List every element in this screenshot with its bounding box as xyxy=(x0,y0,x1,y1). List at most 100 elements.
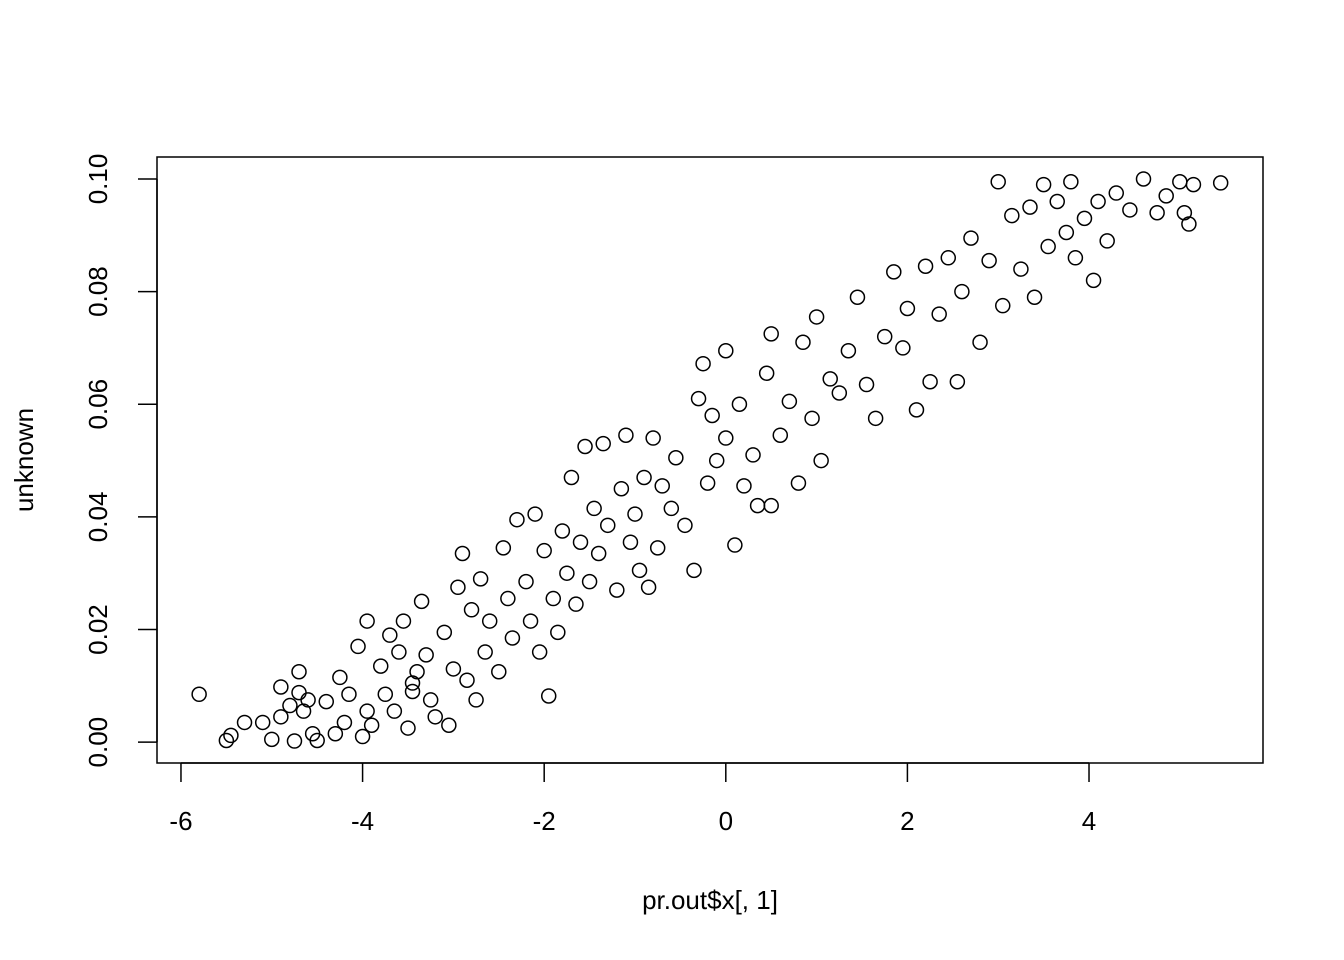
point xyxy=(400,720,416,736)
point xyxy=(1090,193,1106,210)
point xyxy=(264,731,280,748)
point xyxy=(595,435,611,452)
point xyxy=(990,174,1006,190)
point xyxy=(781,393,798,410)
point xyxy=(1013,261,1029,277)
point xyxy=(708,452,725,469)
point xyxy=(354,728,371,745)
point xyxy=(441,717,457,734)
point xyxy=(495,540,512,556)
point xyxy=(545,590,562,607)
point xyxy=(649,540,666,556)
point xyxy=(327,725,344,742)
point xyxy=(1176,205,1193,221)
y-tick-label: 0.02 xyxy=(83,604,113,655)
point xyxy=(504,630,521,646)
point xyxy=(677,517,693,534)
point xyxy=(422,692,439,708)
point xyxy=(1135,171,1152,187)
point xyxy=(668,449,684,466)
point xyxy=(463,602,480,618)
point xyxy=(718,342,734,359)
point xyxy=(413,593,430,610)
point xyxy=(718,430,734,446)
point xyxy=(849,289,866,305)
point xyxy=(749,497,766,514)
point xyxy=(600,517,616,534)
point xyxy=(1181,216,1197,232)
y-tick-label: 0.04 xyxy=(83,492,113,543)
point xyxy=(908,402,925,418)
point xyxy=(1076,210,1093,227)
point xyxy=(350,638,366,655)
point xyxy=(654,478,670,494)
point xyxy=(468,692,484,708)
point xyxy=(963,230,979,246)
point xyxy=(727,537,743,553)
point xyxy=(1212,175,1229,191)
point xyxy=(949,373,966,390)
point xyxy=(645,430,661,446)
point xyxy=(736,478,752,494)
x-tick-label: -6 xyxy=(169,806,192,836)
point xyxy=(886,264,902,280)
point xyxy=(895,340,911,356)
point xyxy=(972,334,988,351)
point xyxy=(609,582,625,598)
point xyxy=(808,309,825,325)
point xyxy=(445,661,462,677)
point xyxy=(1063,174,1079,190)
point xyxy=(695,355,711,372)
point xyxy=(318,693,335,710)
point xyxy=(254,714,271,731)
point xyxy=(404,683,421,700)
point xyxy=(1149,205,1165,221)
point xyxy=(563,469,580,486)
point xyxy=(359,703,375,719)
point xyxy=(450,579,466,596)
point xyxy=(436,624,453,641)
point xyxy=(917,258,934,275)
point xyxy=(536,542,552,559)
point xyxy=(922,373,938,390)
point xyxy=(581,573,598,590)
point xyxy=(690,390,707,407)
point xyxy=(940,250,957,266)
point xyxy=(454,545,471,562)
point xyxy=(336,714,353,731)
point xyxy=(372,658,389,674)
point xyxy=(840,342,857,359)
point xyxy=(704,407,720,424)
point xyxy=(1158,188,1174,204)
point xyxy=(363,717,380,734)
point xyxy=(191,686,207,703)
point xyxy=(223,727,239,744)
point xyxy=(572,534,589,550)
point xyxy=(554,523,571,539)
x-tick-label: -2 xyxy=(533,806,556,836)
point xyxy=(300,692,316,708)
point xyxy=(1099,233,1115,249)
point xyxy=(804,410,820,427)
point xyxy=(540,688,557,704)
point xyxy=(559,565,575,581)
point xyxy=(218,732,235,749)
point xyxy=(500,590,516,607)
point xyxy=(1085,272,1102,289)
point xyxy=(1067,250,1084,266)
point xyxy=(954,283,970,300)
x-tick-label: -4 xyxy=(351,806,374,836)
point xyxy=(795,334,811,351)
point xyxy=(876,328,893,345)
point xyxy=(382,627,398,643)
point xyxy=(622,534,639,550)
point xyxy=(522,613,539,629)
point xyxy=(745,447,761,463)
x-tick-label: 2 xyxy=(900,806,914,836)
point xyxy=(758,365,775,382)
point xyxy=(618,427,634,443)
point xyxy=(590,545,607,562)
point xyxy=(291,684,307,701)
